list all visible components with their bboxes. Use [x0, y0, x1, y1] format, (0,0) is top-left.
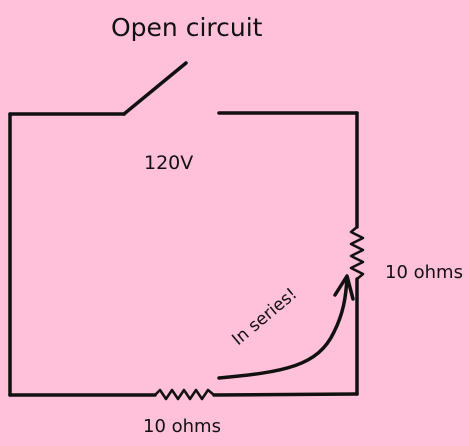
- resistor-bottom-label: 10 ohms: [143, 416, 221, 437]
- wire-bottom-right: [212, 392, 359, 397]
- resistor-bottom: [153, 388, 216, 401]
- voltage-label: 120V: [144, 152, 193, 174]
- open-switch-icon: [122, 61, 188, 116]
- series-annotation: In series!: [228, 284, 301, 350]
- diagram-title: Open circuit: [111, 13, 263, 42]
- curved-arrow-icon: [217, 275, 349, 380]
- arrowhead-icon: [333, 274, 355, 301]
- resistor-right-label: 10 ohms: [385, 262, 463, 283]
- resistor-right: [349, 225, 365, 281]
